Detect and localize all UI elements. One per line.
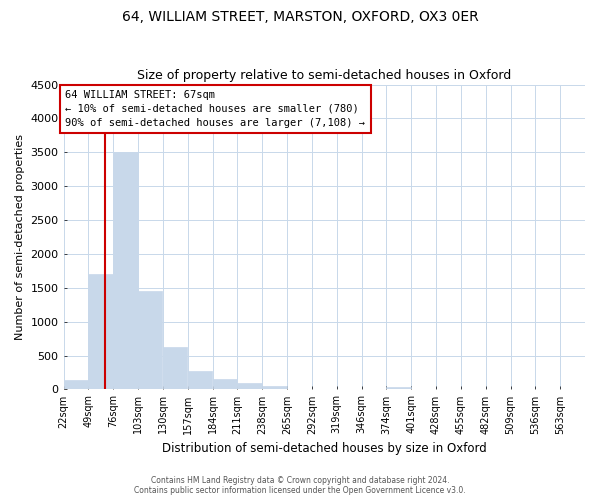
Bar <box>138 291 163 390</box>
X-axis label: Distribution of semi-detached houses by size in Oxford: Distribution of semi-detached houses by … <box>162 442 487 455</box>
Bar <box>188 371 212 390</box>
Bar <box>238 384 262 390</box>
Bar <box>212 378 237 390</box>
Bar <box>386 386 411 390</box>
Bar <box>64 380 88 390</box>
Text: 64, WILLIAM STREET, MARSTON, OXFORD, OX3 0ER: 64, WILLIAM STREET, MARSTON, OXFORD, OX3… <box>122 10 478 24</box>
Bar <box>113 152 137 390</box>
Y-axis label: Number of semi-detached properties: Number of semi-detached properties <box>15 134 25 340</box>
Bar <box>88 274 113 390</box>
Text: 64 WILLIAM STREET: 67sqm
← 10% of semi-detached houses are smaller (780)
90% of : 64 WILLIAM STREET: 67sqm ← 10% of semi-d… <box>65 90 365 128</box>
Text: Contains HM Land Registry data © Crown copyright and database right 2024.
Contai: Contains HM Land Registry data © Crown c… <box>134 476 466 495</box>
Bar <box>262 386 287 390</box>
Title: Size of property relative to semi-detached houses in Oxford: Size of property relative to semi-detach… <box>137 69 511 82</box>
Bar <box>163 348 187 390</box>
